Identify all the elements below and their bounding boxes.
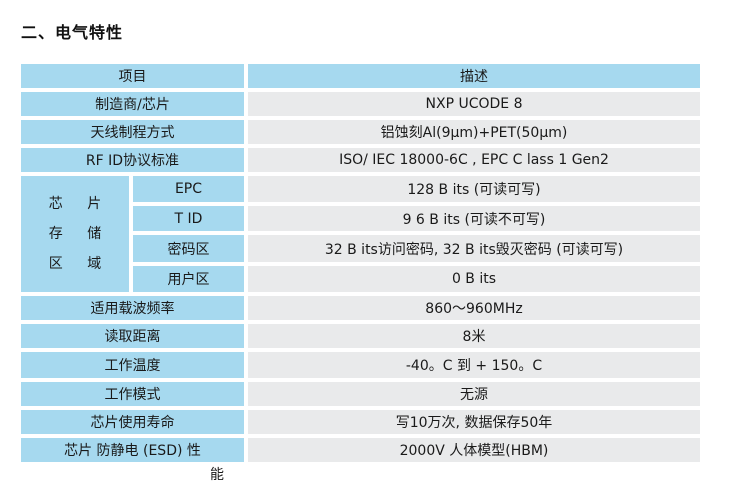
row-label-manufacturer: 制造商/芯片 bbox=[21, 92, 244, 116]
sub-value-epc: 128 B its (可读可写) bbox=[248, 176, 700, 202]
sub-label-epc: EPC bbox=[133, 176, 244, 202]
sub-label-password: 密码区 bbox=[133, 235, 244, 262]
row-label-lifetime: 芯片使用寿命 bbox=[21, 410, 244, 434]
row-value-frequency: 860～960MHz bbox=[248, 296, 700, 320]
chip-region-label: 芯 片 存 储 区 域 bbox=[21, 176, 129, 292]
row-value-temperature: -40。C 到 + 150。C bbox=[248, 352, 700, 378]
row-value-esd: 2000V 人体模型(HBM) bbox=[248, 438, 700, 462]
row-value-mode: 无源 bbox=[248, 382, 700, 406]
sub-label-tid: T ID bbox=[133, 206, 244, 231]
row-value-lifetime: 写10万次, 数据保存50年 bbox=[248, 410, 700, 434]
header-item: 项目 bbox=[21, 64, 244, 88]
row-value-distance: 8米 bbox=[248, 324, 700, 348]
row-label-esd: 芯片 防静电 (ESD) 性 bbox=[21, 438, 244, 462]
sub-value-tid: 9 6 B its (可读不可写) bbox=[248, 206, 700, 231]
section-heading: 二、电气特性 bbox=[21, 23, 124, 42]
row-label-temperature: 工作温度 bbox=[21, 352, 244, 378]
sub-value-password: 32 B its访问密码, 32 B its毁灭密码 (可读可写) bbox=[248, 235, 700, 262]
row-value-manufacturer: NXP UCODE 8 bbox=[248, 92, 700, 116]
row-label-antenna: 天线制程方式 bbox=[21, 120, 244, 144]
chip-region-line-3: 区 域 bbox=[48, 256, 112, 272]
sub-label-user: 用户区 bbox=[133, 266, 244, 292]
chip-region-line-1: 芯 片 bbox=[48, 196, 112, 212]
row-label-esd-tail: 能 bbox=[210, 467, 224, 483]
row-label-mode: 工作模式 bbox=[21, 382, 244, 406]
sub-value-user: 0 B its bbox=[248, 266, 700, 292]
row-value-antenna: 铝蚀刻Al(9μm)+PET(50μm) bbox=[248, 120, 700, 144]
row-label-distance: 读取距离 bbox=[21, 324, 244, 348]
header-desc: 描述 bbox=[248, 64, 700, 88]
row-value-protocol: ISO/ IEC 18000-6C , EPC C lass 1 Gen2 bbox=[248, 148, 700, 172]
chip-region-line-2: 存 储 bbox=[48, 226, 112, 242]
row-label-protocol: RF ID协议标准 bbox=[21, 148, 244, 172]
row-label-frequency: 适用载波频率 bbox=[21, 296, 244, 320]
